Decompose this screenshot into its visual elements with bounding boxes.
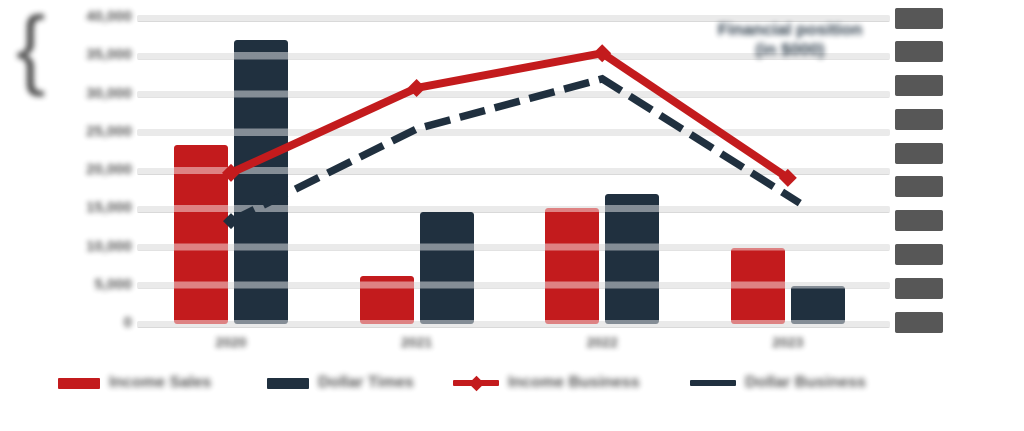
legend-item-0: Income Sales — [58, 370, 211, 396]
chart-legend: Income Sales Dollar Times Income Business D… — [0, 370, 1024, 400]
legend-swatch-bar-1 — [267, 377, 309, 389]
legend-swatch-line-2 — [453, 375, 499, 391]
gridline-8 — [137, 320, 890, 328]
right-axis-label-redacted-9 — [895, 311, 943, 333]
legend-item-3: Dollar Business — [690, 370, 866, 396]
left-axis-label-6: 10,000 — [86, 237, 132, 255]
gridline-1 — [137, 52, 890, 60]
legend-label-3: Dollar Business — [745, 374, 866, 391]
right-axis-label-redacted-6 — [895, 210, 943, 232]
legend-label-0: Income Sales — [109, 374, 212, 391]
line-navy — [229, 74, 802, 225]
line-red-marker-0 — [222, 163, 240, 182]
left-axis-label-7: 5,000 — [94, 275, 132, 293]
right-axis-label-redacted-5 — [895, 176, 943, 198]
legend-item-1: Dollar Times — [267, 370, 414, 396]
gridline-6 — [137, 244, 890, 251]
left-axis-label-8: 0 — [123, 314, 132, 331]
legend-label-1: Dollar Times — [318, 374, 414, 391]
left-axis-label-4: 20,000 — [86, 161, 132, 178]
right-axis-label-redacted-8 — [895, 277, 943, 299]
legend-swatch-diamond-2 — [468, 375, 484, 391]
bar-bars-red-3 — [730, 247, 785, 324]
line-red — [229, 48, 791, 182]
x-axis-label-3: 2023 — [772, 334, 804, 350]
gridline-5 — [137, 205, 890, 213]
left-axis-label-0: 40,000 — [86, 8, 132, 25]
bar-bars-navy-0 — [234, 40, 288, 324]
line-red-marker-3 — [778, 168, 797, 187]
bar-bars-red-2 — [545, 208, 600, 324]
legend-swatch-line-stroke-3 — [690, 380, 736, 386]
line-navy-marker-0 — [223, 213, 239, 230]
gridline-3 — [137, 129, 890, 137]
annotation-line-1: Financial position — [717, 20, 863, 39]
right-axis-label-redacted-1 — [895, 41, 943, 63]
right-axis-label-redacted-2 — [895, 75, 943, 97]
x-axis-label-0: 2020 — [215, 334, 247, 350]
bar-bars-navy-1 — [419, 211, 474, 324]
right-axis-label-redacted-3 — [895, 108, 943, 130]
right-axis-label-redacted-7 — [895, 243, 943, 265]
left-axis-brace-smudge: { — [16, 0, 46, 97]
bar-bars-red-1 — [359, 275, 414, 324]
legend-label-2: Income Business — [508, 374, 640, 391]
left-axis-label-1: 35,000 — [86, 46, 132, 64]
gridline-4 — [137, 167, 890, 175]
bar-bars-navy-2 — [605, 193, 660, 324]
bar-bars-navy-3 — [790, 286, 845, 324]
right-axis-label-redacted-0 — [895, 7, 943, 29]
gridline-0 — [137, 14, 890, 22]
chart-annotation-redacted: Financial position (in $000) — [695, 20, 885, 60]
right-axis-label-redacted-4 — [895, 142, 943, 164]
bar-bars-red-0 — [174, 144, 228, 324]
x-axis-label-1: 2021 — [401, 334, 433, 350]
gridline-7 — [137, 282, 890, 290]
gridline-2 — [137, 91, 890, 98]
line-red-marker-2 — [593, 44, 612, 63]
left-axis-label-2: 30,000 — [86, 84, 132, 102]
x-axis-label-2: 2022 — [586, 334, 618, 350]
line-red-marker-1 — [407, 78, 426, 97]
left-axis-label-5: 15,000 — [86, 199, 132, 217]
legend-swatch-line-3 — [690, 376, 736, 390]
left-axis-label-3: 25,000 — [86, 122, 132, 140]
legend-swatch-bar-0 — [58, 377, 100, 389]
annotation-line-2: (in $000) — [755, 40, 825, 59]
legend-item-2: Income Business — [453, 370, 640, 396]
